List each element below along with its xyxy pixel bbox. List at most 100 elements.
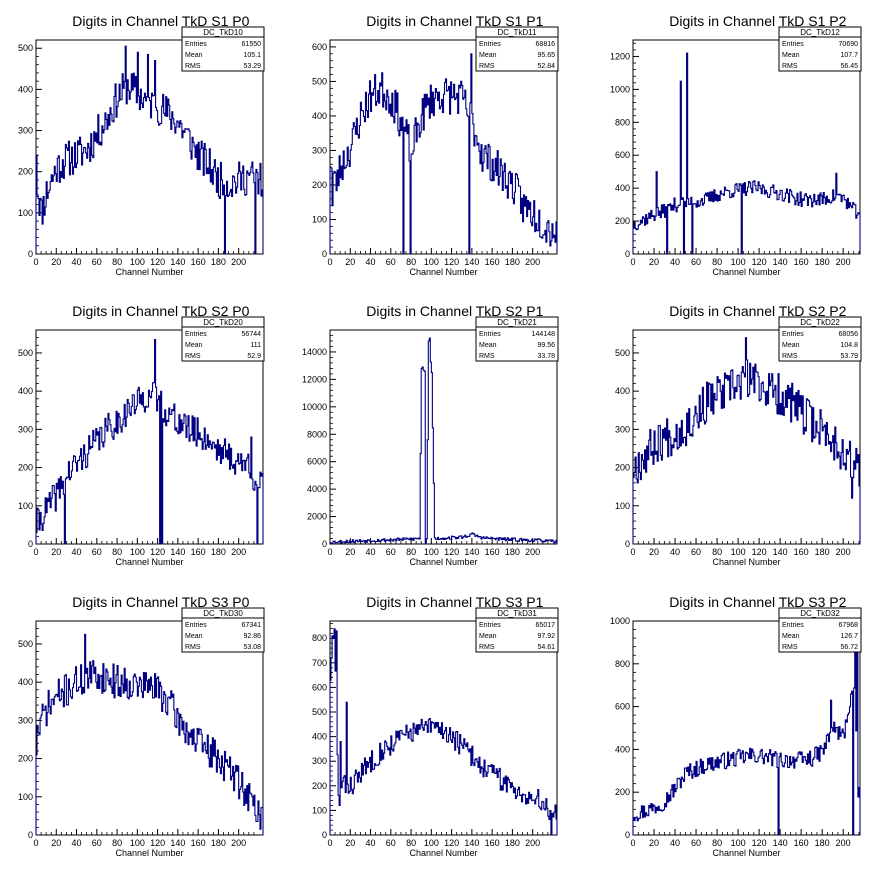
stats-entries-label: Entries: [479, 41, 501, 48]
x-tick-label: 80: [712, 838, 722, 848]
x-tick-label: 40: [366, 257, 376, 267]
stats-mean-label: Mean: [185, 52, 203, 59]
x-tick-label: 120: [752, 257, 767, 267]
x-tick-label: 180: [505, 257, 520, 267]
histogram-line: [35, 45, 264, 255]
y-tick-label: 100: [312, 214, 327, 224]
stats-entries-label: Entries: [185, 622, 207, 629]
chart-title: Digits in Channel TkD S3 P0: [72, 594, 249, 610]
stats-box: DC_TkD11 Entries 68816 Mean 95.65 RMS 52.84: [475, 26, 559, 72]
stats-mean-label: Mean: [185, 633, 203, 640]
y-tick-label: 600: [615, 150, 630, 160]
stats-mean-value: 104.8: [840, 342, 858, 349]
x-tick-label: 100: [731, 257, 746, 267]
stats-rms-value: 56.72: [840, 644, 858, 651]
x-tick-label: 40: [366, 838, 376, 848]
y-tick-label: 8000: [307, 429, 327, 439]
x-tick-label: 120: [444, 257, 459, 267]
stats-rms-label: RMS: [782, 353, 798, 360]
chart-title: Digits in Channel TkD S2 P2: [669, 303, 846, 319]
y-tick-label: 700: [312, 658, 327, 668]
y-tick-label: 14000: [302, 347, 327, 357]
x-tick-label: 40: [670, 547, 680, 557]
stats-mean-label: Mean: [782, 52, 800, 59]
y-tick-label: 0: [625, 249, 630, 259]
y-tick-label: 100: [615, 501, 630, 511]
y-tick-label: 10000: [302, 402, 327, 412]
x-tick-label: 80: [406, 257, 416, 267]
stats-entries-label: Entries: [782, 331, 804, 338]
histogram-line: [329, 53, 558, 255]
x-tick-label: 80: [406, 838, 416, 848]
plot-frame: [632, 620, 861, 836]
x-tick-label: 140: [170, 838, 185, 848]
x-tick-label: 200: [231, 838, 246, 848]
x-tick-label: 100: [130, 547, 145, 557]
x-tick-label: 40: [72, 257, 82, 267]
x-tick-label: 60: [691, 838, 701, 848]
x-tick-label: 40: [670, 257, 680, 267]
stats-mean-value: 111: [250, 342, 261, 349]
y-tick-label: 200: [18, 463, 33, 473]
y-tick-label: 0: [625, 539, 630, 549]
stats-entries-label: Entries: [185, 331, 207, 338]
histogram-panel: Digits in Channel TkD S3 P0 0 20 40 60 80 100 1…: [18, 594, 265, 858]
plot-frame: [329, 39, 558, 255]
x-tick-label: 20: [345, 838, 355, 848]
x-tick-label: 60: [92, 547, 102, 557]
histogram-panel: Digits in Channel TkD S1 P1 0 20 40 60 80 100 1…: [312, 13, 559, 277]
x-tick-label: 20: [51, 838, 61, 848]
stats-mean-value: 126.7: [840, 633, 858, 640]
y-tick-label: 0: [28, 539, 33, 549]
x-tick-label: 60: [691, 257, 701, 267]
x-tick-label: 160: [191, 257, 206, 267]
y-tick-label: 500: [312, 707, 327, 717]
stats-entries-value: 65017: [536, 622, 556, 629]
stats-mean-value: 99.56: [537, 342, 555, 349]
stats-rms-value: 33.78: [537, 353, 555, 360]
x-tick-label: 80: [112, 257, 122, 267]
y-tick-label: 200: [312, 180, 327, 190]
x-tick-label: 160: [485, 547, 500, 557]
stats-mean-value: 107.7: [840, 52, 858, 59]
y-tick-label: 0: [322, 830, 327, 840]
x-tick-label: 0: [630, 547, 635, 557]
x-tick-label: 140: [773, 547, 788, 557]
histogram-line: [329, 628, 558, 836]
x-tick-label: 160: [794, 838, 809, 848]
stats-entries-label: Entries: [782, 41, 804, 48]
y-tick-label: 300: [615, 424, 630, 434]
plot-frame: [35, 39, 264, 255]
x-tick-label: 200: [836, 547, 851, 557]
y-tick-label: 400: [615, 386, 630, 396]
stats-entries-value: 67968: [839, 622, 859, 629]
x-tick-label: 120: [444, 838, 459, 848]
chart-title: Digits in Channel TkD S1 P1: [366, 13, 543, 29]
stats-box: DC_TkD30 Entries 67341 Mean 92.86 RMS 53.08: [181, 607, 265, 653]
x-tick-label: 60: [386, 838, 396, 848]
stats-entries-label: Entries: [782, 622, 804, 629]
x-tick-label: 40: [72, 838, 82, 848]
x-tick-label: 140: [773, 257, 788, 267]
x-tick-label: 60: [92, 838, 102, 848]
chart-title: Digits in Channel TkD S1 P2: [669, 13, 846, 29]
y-tick-label: 2000: [307, 512, 327, 522]
stats-rms-value: 54.61: [537, 644, 555, 651]
stats-rms-value: 56.45: [840, 63, 858, 70]
y-tick-label: 300: [18, 424, 33, 434]
y-tick-label: 12000: [302, 374, 327, 384]
stats-mean-value: 97.92: [537, 633, 555, 640]
y-tick-label: 4000: [307, 484, 327, 494]
histogram-line: [35, 339, 264, 545]
histogram-panel: Digits in Channel TkD S1 P0 0 20 40 60 80 100 1…: [18, 13, 265, 277]
x-axis-label: Channel Number: [115, 848, 183, 858]
stats-mean-value: 105.1: [243, 52, 261, 59]
y-tick-label: 500: [18, 348, 33, 358]
x-tick-label: 20: [649, 257, 659, 267]
chart-title: Digits in Channel TkD S3 P2: [669, 594, 846, 610]
histogram-line: [632, 624, 861, 836]
x-tick-label: 140: [773, 838, 788, 848]
x-tick-label: 200: [525, 547, 540, 557]
y-tick-label: 400: [18, 677, 33, 687]
stats-box: DC_TkD22 Entries 68056 Mean 104.8 RMS 53.79: [778, 316, 862, 362]
